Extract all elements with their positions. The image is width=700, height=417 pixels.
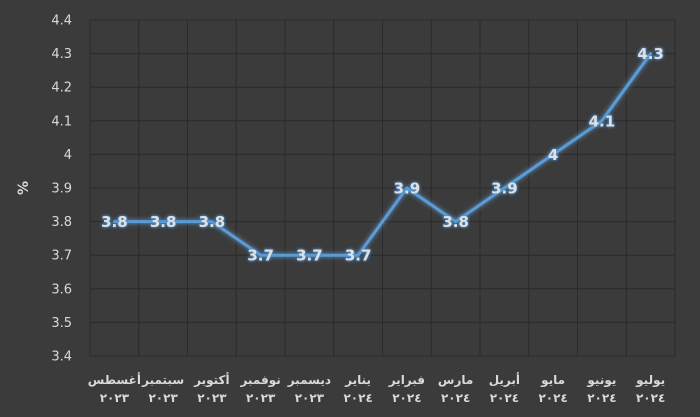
x-tick-month: يوليو [635,373,665,388]
x-tick-year: ٢٠٢٣ [148,391,178,405]
x-tick-year: ٢٠٢٤ [343,391,372,405]
data-label: 3.8 [101,213,128,231]
data-label: 4.1 [589,112,616,130]
y-tick-label: 3.8 [51,215,72,230]
data-label: 3.9 [394,180,421,198]
x-tick-month: ديسمبر [287,373,331,387]
x-tick-year: ٢٠٢٤ [490,391,519,405]
series-line [112,52,653,257]
x-tick-month: يونيو [586,373,616,388]
x-tick-year: ٢٠٢٤ [636,391,665,405]
x-tick-year: ٢٠٢٣ [100,391,130,405]
y-tick-label: 3.4 [51,350,72,365]
y-tick-label: 4.4 [51,14,72,29]
data-label: 3.8 [199,213,226,231]
y-tick-label: 3.7 [51,249,72,264]
x-tick-year: ٢٠٢٣ [246,391,276,405]
x-tick-month: نوفمبر [239,373,280,388]
data-label: 3.8 [442,213,469,231]
y-tick-label: 4.3 [51,47,72,62]
y-axis-label: % [16,181,32,195]
y-tick-label: 4 [64,148,72,163]
x-tick-month: مارس [438,373,473,387]
data-label: 3.8 [150,213,177,231]
x-tick-month: سبتمبر [141,373,184,387]
y-axis-ticks: 4.4 4.3 4.2 4.1 4 3.9 3.8 3.7 3.6 3.5 3.4 [51,14,72,365]
x-tick-year: ٢٠٢٤ [587,391,616,405]
x-tick-month: مايو [540,373,565,388]
data-label: 3.7 [247,247,274,265]
x-tick-year: ٢٠٢٤ [441,391,470,405]
x-tick-month: أبريل [489,372,520,387]
data-label: 3.7 [345,247,372,265]
y-tick-label: 3.6 [51,282,72,297]
x-tick-year: ٢٠٢٣ [197,391,227,405]
y-tick-label: 4.1 [51,114,72,129]
y-tick-label: 4.2 [51,81,72,96]
y-tick-label: 3.9 [51,182,72,197]
x-tick-month: فبراير [388,373,425,387]
gridlines [89,19,676,357]
x-tick-year: ٢٠٢٣ [295,391,325,405]
data-label: 4 [548,146,558,164]
data-label: 3.7 [296,247,323,265]
x-tick-year: ٢٠٢٤ [538,391,567,405]
data-labels: 3.8 3.8 3.8 3.7 3.7 3.7 3.9 3.8 3.9 4 4.1 4.3 [101,45,664,265]
x-tick-month: أغسطس [88,372,141,387]
data-label: 4.3 [637,45,664,63]
x-tick-month: أكتوبر [193,372,229,388]
data-label: 3.9 [491,180,518,198]
x-axis-ticks: أغسطس ٢٠٢٣ سبتمبر ٢٠٢٣ أكتوبر ٢٠٢٣ نوفمبر ٢٠٢٣ د… [88,372,665,405]
y-tick-label: 3.5 [51,316,72,331]
series-line-layer [112,52,653,257]
x-tick-year: ٢٠٢٤ [392,391,421,405]
x-tick-month: يناير [344,373,371,387]
